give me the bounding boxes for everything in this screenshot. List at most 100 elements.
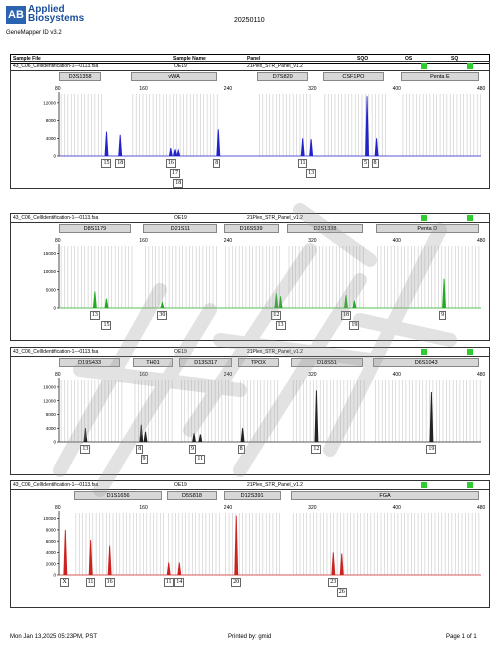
peak: [166, 562, 171, 576]
peak: [92, 291, 97, 309]
col-sample-name: Sample Name: [173, 56, 206, 62]
y-tick-label: 2000: [46, 561, 57, 566]
marker-label[interactable]: D1S1656: [73, 491, 163, 500]
x-tick-label: 80: [55, 505, 61, 511]
sample-table-header: Sample File Sample Name Panel SQO OS SQ: [10, 54, 490, 64]
peak: [107, 545, 112, 576]
y-tick-label: 12000: [43, 100, 56, 105]
marker-label[interactable]: TH01: [132, 358, 174, 367]
allele-call[interactable]: 11: [297, 159, 308, 168]
x-tick-label: 160: [139, 86, 148, 92]
x-tick-label: 320: [308, 372, 317, 378]
marker-label[interactable]: Penta E: [400, 72, 479, 81]
marker-label[interactable]: D18S51: [291, 358, 363, 367]
y-tick-label: 5000: [46, 287, 57, 292]
allele-call[interactable]: 23: [328, 578, 339, 587]
dye-panel: 43_C06_CellIdentification-1---0113.fsa OE…: [10, 213, 490, 341]
allele-call[interactable]: 13: [306, 169, 317, 178]
marker-label[interactable]: D21S11: [143, 224, 218, 233]
allele-call[interactable]: X: [60, 578, 69, 587]
brand-line-2: Biosystems: [28, 13, 85, 24]
peak: [160, 300, 165, 309]
x-tick-label: 400: [393, 505, 402, 511]
brand-line-1: Applied: [28, 4, 65, 15]
allele-call[interactable]: 13: [275, 321, 286, 330]
allele-call[interactable]: 8: [136, 445, 144, 454]
peak: [104, 131, 109, 157]
marker-label[interactable]: D16S539: [223, 224, 279, 233]
allele-call[interactable]: 19: [426, 445, 437, 454]
allele-call[interactable]: 8: [213, 159, 221, 168]
marker-label[interactable]: D13S317: [179, 358, 233, 367]
peak: [198, 434, 203, 443]
panel-name: 21Plex_STR_Panel_v1.2: [247, 215, 303, 221]
allele-call[interactable]: 9: [189, 445, 197, 454]
dye-panel: 43_C06_CellIdentification-1---0113.fsa OE…: [10, 61, 490, 189]
allele-call[interactable]: 5: [362, 159, 370, 168]
marker-label[interactable]: vWA: [130, 72, 218, 81]
marker-label[interactable]: CSF1PO: [322, 72, 385, 81]
allele-call[interactable]: 19: [349, 321, 360, 330]
x-tick-label: 240: [224, 505, 233, 511]
marker-label[interactable]: D3S1358: [59, 72, 102, 81]
y-tick-label: 4000: [46, 136, 57, 141]
peak: [274, 293, 279, 309]
allele-call[interactable]: 8: [237, 445, 245, 454]
allele-call[interactable]: 14: [174, 578, 185, 587]
allele-call[interactable]: 11: [195, 455, 206, 464]
marker-label[interactable]: D5S818: [166, 491, 218, 500]
peak: [168, 147, 173, 157]
marker-label[interactable]: D12S391: [223, 491, 281, 500]
allele-call[interactable]: 12: [311, 445, 322, 454]
sample-name: OE19: [174, 63, 187, 69]
allele-call[interactable]: 18: [340, 311, 351, 320]
marker-label[interactable]: D7S820: [257, 72, 309, 81]
allele-call[interactable]: 16: [104, 578, 115, 587]
x-tick-label: 320: [308, 238, 317, 244]
app-name: GeneMapper ID v3.2: [6, 30, 62, 36]
allele-call[interactable]: 30: [157, 311, 168, 320]
allele-call[interactable]: 18: [115, 159, 126, 168]
marker-label[interactable]: Penta D: [375, 224, 479, 233]
marker-label[interactable]: D19S433: [59, 358, 121, 367]
peak: [339, 553, 344, 576]
marker-label[interactable]: D8S1179: [59, 224, 131, 233]
marker-label[interactable]: D6S1043: [373, 358, 479, 367]
x-tick-label: 400: [393, 238, 402, 244]
y-tick-label: 0: [53, 154, 56, 159]
y-tick-label: 12000: [43, 398, 56, 403]
allele-call[interactable]: 9: [439, 311, 447, 320]
marker-label[interactable]: TPOX: [238, 358, 279, 367]
allele-call[interactable]: 11: [163, 578, 174, 587]
allele-call[interactable]: 15: [101, 159, 112, 168]
marker-label[interactable]: FGA: [291, 491, 479, 500]
allele-call[interactable]: 9: [140, 455, 148, 464]
allele-call[interactable]: 16: [165, 159, 176, 168]
allele-call[interactable]: 12: [271, 311, 282, 320]
allele-call[interactable]: 18: [173, 179, 184, 188]
peak: [192, 433, 196, 443]
marker-label[interactable]: D2S1338: [286, 224, 363, 233]
col-sq: SQ: [451, 56, 459, 62]
peak: [139, 424, 144, 443]
panel-name: 21Plex_STR_Panel_v1.2: [247, 482, 303, 488]
allele-call[interactable]: 13: [80, 445, 91, 454]
quality-flag-icon: [467, 63, 473, 69]
allele-call[interactable]: 26: [336, 588, 347, 597]
allele-call[interactable]: 8: [371, 159, 379, 168]
x-tick-label: 80: [55, 372, 61, 378]
allele-call[interactable]: 20: [231, 578, 242, 587]
allele-call[interactable]: 11: [85, 578, 96, 587]
quality-flag-icon: [467, 215, 473, 221]
x-tick-label: 480: [477, 86, 486, 92]
allele-call[interactable]: 13: [89, 311, 100, 320]
x-tick-label: 160: [139, 505, 148, 511]
y-tick-label: 4000: [46, 426, 57, 431]
x-tick-label: 80: [55, 238, 61, 244]
x-tick-label: 480: [477, 238, 486, 244]
sample-file: 43_C06_CellIdentification-1---0113.fsa: [13, 482, 99, 488]
peak: [429, 392, 434, 443]
allele-call[interactable]: 15: [101, 321, 112, 330]
allele-call[interactable]: 17: [170, 169, 181, 178]
sample-file: 43_C06_CellIdentification-1---0113.fsa: [13, 63, 99, 69]
